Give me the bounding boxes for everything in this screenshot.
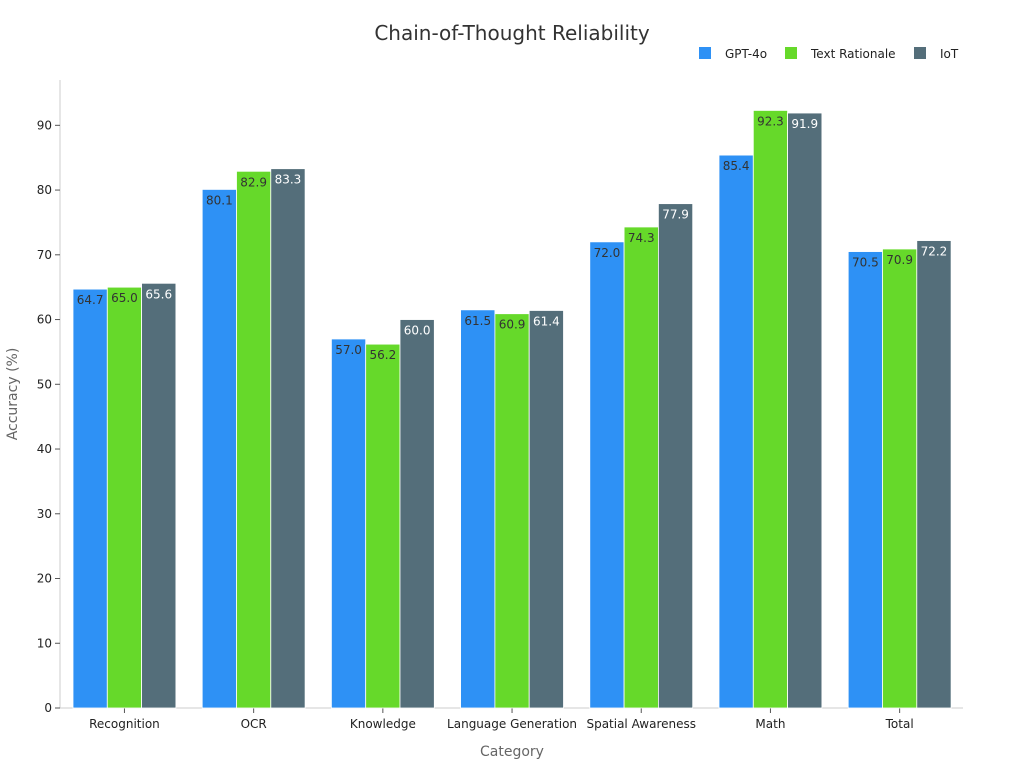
x-tick-label: Math [755, 717, 785, 731]
bar-value-label: 72.2 [921, 245, 948, 259]
legend-label: Text Rationale [810, 47, 896, 61]
bar-gpt-4o [330, 338, 367, 709]
y-tick-label: 30 [37, 507, 52, 521]
bar-value-label: 60.9 [499, 318, 526, 332]
bar-gpt-4o [589, 241, 625, 709]
bar-value-label: 64.7 [77, 293, 104, 307]
legend: GPT-4o Text Rationale IoT [699, 47, 959, 61]
x-tick-label: Spatial Awareness [586, 717, 696, 731]
y-tick-label: 60 [37, 313, 52, 327]
bar-value-label: 82.9 [240, 175, 267, 189]
bar-text-rationale [494, 313, 530, 709]
x-tick-label: Language Generation [447, 717, 577, 731]
y-tick-label: 90 [37, 118, 52, 132]
bar-text-rationale [106, 286, 143, 709]
bar-text-rationale [236, 170, 272, 709]
bar-value-label: 74.3 [628, 231, 655, 245]
bar-value-label: 91.9 [791, 117, 818, 131]
bar-value-label: 70.5 [852, 256, 879, 270]
legend-swatch [785, 47, 797, 59]
bar-value-label: 72.0 [594, 246, 621, 260]
bar-gpt-4o [72, 288, 108, 709]
bar-value-label: 65.6 [145, 287, 172, 301]
y-axis-title: Accuracy (%) [5, 348, 21, 441]
bar-iot [658, 203, 694, 709]
legend-label: IoT [940, 47, 959, 61]
bar-iot [270, 168, 306, 709]
chart-title: Chain-of-Thought Reliability [374, 21, 650, 45]
x-axis-title: Category [480, 744, 544, 760]
bar-text-rationale [623, 226, 659, 709]
bar-value-label: 61.4 [533, 314, 560, 328]
y-tick-label: 80 [37, 183, 52, 197]
bar-text-rationale [882, 248, 918, 709]
bar-iot [787, 112, 823, 709]
y-tick-label: 40 [37, 442, 52, 456]
y-tick-label: 50 [37, 377, 52, 391]
bar-value-label: 65.0 [111, 291, 138, 305]
bar-iot [528, 310, 564, 709]
bar-value-label: 92.3 [757, 114, 784, 128]
x-tick-label: OCR [241, 717, 267, 731]
axes: 0 10 20 30 40 50 60 70 80 90 Recognition OCR Knowled… [37, 80, 963, 731]
legend-swatch [914, 47, 926, 59]
bar-value-label: 57.0 [335, 343, 362, 357]
bar-value-label: 70.9 [886, 253, 913, 267]
bar-value-label: 85.4 [723, 159, 750, 173]
bar-value-label: 77.9 [662, 208, 689, 222]
bar-value-label: 61.5 [464, 314, 491, 328]
bar-value-label: 83.3 [275, 173, 302, 187]
bar-gpt-4o [460, 309, 496, 709]
bars: 64.7 65.0 65.6 80.1 82.9 83.3 57.0 56.2 60.0 61.5… [72, 110, 952, 709]
bar-iot [399, 319, 435, 709]
bar-value-label: 60.0 [404, 324, 431, 338]
bar-gpt-4o [847, 251, 883, 709]
y-tick-label: 0 [44, 701, 52, 715]
x-tick-label: Knowledge [350, 717, 416, 731]
bar-iot [141, 282, 177, 709]
bar-value-label: 56.2 [369, 348, 396, 362]
bar-value-label: 80.1 [206, 193, 233, 207]
bar-gpt-4o [718, 154, 754, 709]
bar-iot [916, 240, 952, 709]
y-tick-label: 70 [37, 248, 52, 262]
legend-swatch [699, 47, 711, 59]
bar-text-rationale [752, 110, 788, 709]
bar-text-rationale [365, 343, 401, 709]
bar-gpt-4o [201, 189, 237, 709]
legend-label: GPT-4o [725, 47, 767, 61]
x-tick-label: Recognition [89, 717, 160, 731]
y-tick-label: 10 [37, 636, 52, 650]
y-tick-label: 20 [37, 572, 52, 586]
x-tick-label: Total [885, 717, 914, 731]
